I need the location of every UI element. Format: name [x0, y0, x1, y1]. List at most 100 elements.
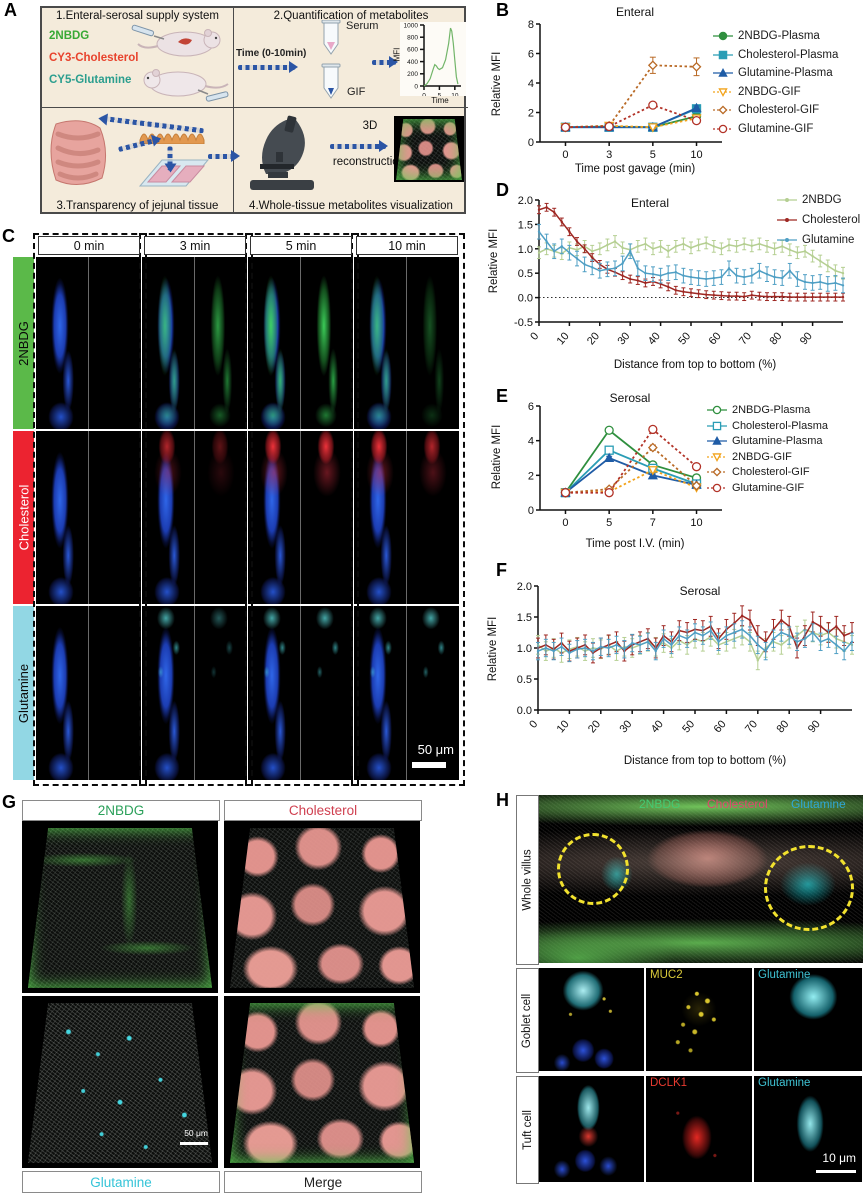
- timegroup-3min-outline: [139, 233, 253, 786]
- svg-text:600: 600: [407, 47, 418, 54]
- micro-2nbdg-3min-single: [194, 257, 247, 429]
- legend-label: Cholesterol-Plasma: [732, 419, 828, 432]
- scalebar-50um-label: 50 μm: [417, 742, 454, 757]
- serum-label: Serum: [346, 20, 379, 32]
- gif-label: GIF: [347, 86, 366, 98]
- svg-text:80: 80: [767, 330, 784, 347]
- svg-text:0: 0: [527, 718, 540, 730]
- dashed-arrow-icon: [330, 140, 388, 152]
- g-scalebar-label: 50 μm: [184, 1128, 208, 1138]
- chart-f-y-label: Relative MFI: [487, 616, 499, 682]
- chart-b-y-label: Relative MFI: [491, 51, 503, 117]
- svg-text:20: 20: [586, 718, 603, 735]
- panel-label-d: D: [496, 180, 509, 200]
- micro-2nbdg-5min-single: [300, 257, 353, 429]
- legend-label: 2NBDG-GIF: [732, 450, 792, 463]
- svg-text:30: 30: [615, 330, 632, 347]
- g-merge-texture: [229, 1002, 415, 1163]
- legend-label: Glutamine-GIF: [738, 122, 814, 135]
- svg-text:90: 90: [798, 330, 815, 347]
- micro-chol-3min-single: [194, 431, 247, 604]
- svg-text:0.5: 0.5: [517, 674, 532, 686]
- legend-item: 2NBDG-Plasma: [712, 30, 838, 42]
- svg-text:0.5: 0.5: [518, 268, 533, 280]
- legend-label: 2NBDG-Plasma: [732, 404, 811, 416]
- micro-gln-10min-single: [406, 606, 459, 780]
- dashed-arrow-icon: [167, 146, 173, 171]
- legend-label: 2NBDG-GIF: [738, 85, 801, 98]
- chart-b-x-label: Time post gavage (min): [574, 163, 696, 175]
- g-image-glutamine: 50 μm: [22, 996, 218, 1168]
- micro-gln-3min-merge: [142, 606, 194, 780]
- schematic-step1: 1.Enteral-serosal supply system 2NBDG CY…: [42, 8, 234, 108]
- svg-text:4: 4: [528, 436, 534, 448]
- h-legend-glutamine: Glutamine: [791, 797, 846, 811]
- svg-text:0.0: 0.0: [517, 705, 532, 717]
- micro-2nbdg-5min-merge: [248, 257, 300, 429]
- h-dashed-circle-left: [557, 833, 629, 905]
- chart-d-legend: 2NBDG Cholesterol Glutamine: [776, 194, 860, 246]
- step2-title: 2.Quantification of metabolites: [273, 10, 429, 22]
- svg-text:40: 40: [646, 330, 663, 347]
- legend-item: 2NBDG: [776, 194, 860, 206]
- svg-text:1.0: 1.0: [518, 244, 533, 256]
- mini-3d-texture: [396, 118, 462, 181]
- microscope-illustration: [250, 115, 314, 190]
- g-label-2nbdg: 2NBDG: [22, 800, 220, 821]
- chart-d-title: Enteral: [630, 196, 670, 210]
- dashed-arrow-icon: [208, 150, 240, 162]
- tracer-2nbdg: 2NBDG: [49, 30, 90, 42]
- legend-item: Cholesterol-GIF: [706, 466, 828, 478]
- legend-item: 2NBDG-Plasma: [706, 404, 828, 416]
- h-goblet-merge-image: [539, 968, 644, 1071]
- micro-gln-5min-single: [300, 606, 353, 780]
- row-label-glutamine: Glutamine: [16, 663, 31, 723]
- h-goblet-glutamine-image: Glutamine: [754, 968, 862, 1071]
- legend-label: 2NBDG: [802, 194, 842, 206]
- legend-label: 2NBDG-Plasma: [738, 30, 820, 42]
- svg-text:-0.5: -0.5: [514, 317, 533, 329]
- time-header-10min: 10 min: [356, 236, 458, 255]
- chart-e-x-label: Time post I.V. (min): [585, 538, 685, 550]
- svg-text:10: 10: [555, 718, 572, 735]
- micro-gln-10min-merge: [354, 606, 406, 780]
- svg-text:1.0: 1.0: [517, 643, 532, 655]
- tracer-cy3-cholesterol: CY3-Cholesterol: [49, 52, 139, 64]
- legend-label: Cholesterol-GIF: [732, 466, 810, 478]
- chart-a-inset: 0 200 400 600 800 1000 0 5 10: [400, 22, 466, 100]
- svg-text:30: 30: [617, 718, 634, 735]
- chart-e: 0 2 4 6 0 5 7 10: [510, 400, 738, 534]
- svg-text:5: 5: [650, 149, 656, 161]
- legend-item: Cholesterol-GIF: [712, 104, 838, 116]
- goblet-cell-text: Goblet cell: [521, 993, 534, 1048]
- svg-text:1.5: 1.5: [518, 219, 533, 231]
- time-header-3min: 3 min: [144, 236, 246, 255]
- micro-2nbdg-10min-single: [406, 257, 459, 429]
- legend-label: Cholesterol: [802, 214, 861, 226]
- svg-text:2: 2: [528, 107, 534, 119]
- dashed-arrow-icon: [372, 56, 398, 68]
- h-row-label-whole-villus: Whole villus: [516, 795, 539, 965]
- h-legend-cholesterol: Cholesterol: [707, 797, 768, 811]
- svg-text:0: 0: [562, 517, 568, 529]
- legend-item: Cholesterol-Plasma: [706, 420, 828, 432]
- legend-item: Glutamine-GIF: [706, 482, 828, 494]
- scalebar-50um-bar: [412, 762, 446, 768]
- g-scalebar-bar: [180, 1142, 208, 1145]
- g-cholesterol-texture: [229, 827, 415, 988]
- chart-e-y-label: Relative MFI: [491, 424, 503, 490]
- svg-text:70: 70: [737, 330, 754, 347]
- svg-text:0: 0: [528, 505, 534, 517]
- muc2-label: MUC2: [650, 969, 683, 981]
- micro-2nbdg-0min-merge: [36, 257, 88, 429]
- svg-text:10: 10: [555, 330, 572, 347]
- time-header-0min: 0 min: [38, 236, 140, 255]
- micro-chol-5min-merge: [248, 431, 300, 604]
- dclk1-label: DCLK1: [650, 1077, 688, 1089]
- legend-item: Cholesterol-Plasma: [712, 49, 838, 61]
- svg-text:5: 5: [606, 517, 612, 529]
- h-legend-2nbdg: 2NBDG: [639, 797, 681, 811]
- svg-text:1.5: 1.5: [517, 612, 532, 624]
- g-image-cholesterol: [224, 821, 420, 993]
- svg-text:10: 10: [690, 149, 702, 161]
